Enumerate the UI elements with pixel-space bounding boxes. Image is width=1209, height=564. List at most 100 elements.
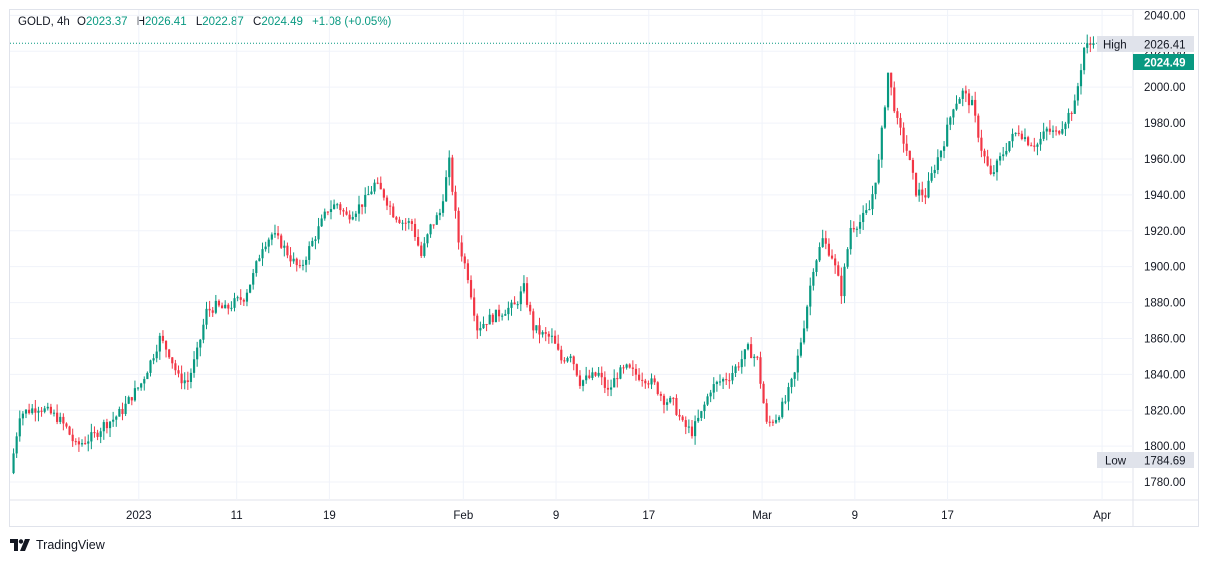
candle-body: [930, 173, 933, 181]
candle-body: [1051, 130, 1055, 132]
candle-body: [196, 347, 199, 360]
candle-body: [202, 324, 205, 340]
candle-body: [130, 397, 133, 401]
candle-body: [874, 182, 877, 195]
candle-body: [146, 372, 149, 380]
candle-body: [24, 409, 28, 414]
candle-body: [18, 418, 21, 437]
candle-body: [510, 302, 513, 308]
brand-name: TradingView: [36, 538, 105, 552]
candle-body: [918, 189, 921, 196]
candle-body: [989, 165, 992, 174]
candle-body: [946, 124, 949, 147]
candle-body: [252, 273, 255, 285]
candle-body: [641, 379, 644, 381]
candle-body: [924, 195, 927, 198]
candle-body: [96, 432, 99, 437]
brand-footer[interactable]: TradingView: [10, 538, 105, 552]
candle-body: [289, 255, 292, 262]
time-axis[interactable]: 2023 11 19 Feb 9 17 Mar 9 17 Apr: [126, 510, 1111, 522]
candle-body: [687, 426, 690, 428]
candle-body: [77, 441, 80, 445]
candle-body: [479, 328, 482, 331]
candle-body: [364, 194, 367, 207]
candle-body: [762, 383, 765, 404]
candle-body: [980, 137, 983, 151]
candle-body: [731, 373, 734, 381]
candle-body: [743, 349, 746, 360]
candle-body: [457, 210, 460, 243]
candle-body: [37, 410, 40, 413]
high-label: H: [136, 16, 146, 28]
candle-body: [1067, 112, 1070, 124]
price-tick-label: 1900.00: [1144, 262, 1186, 274]
candle-body: [395, 217, 398, 220]
candle-body: [880, 127, 883, 160]
candle-body: [71, 434, 74, 442]
candle-body: [507, 307, 510, 315]
candle-body: [497, 309, 501, 317]
candle-body: [31, 408, 34, 414]
candle-body: [513, 302, 516, 305]
candle-body: [501, 315, 504, 317]
candle-body: [1048, 128, 1051, 132]
candle-body: [49, 406, 52, 414]
candle-body: [890, 72, 893, 88]
candle-body: [1073, 100, 1076, 114]
candle-body: [796, 355, 799, 373]
candle-body: [342, 210, 345, 212]
candle-body: [211, 310, 214, 313]
candle-body: [108, 421, 112, 429]
candle-body: [469, 280, 473, 298]
candle-body: [192, 359, 196, 373]
candle-body: [746, 344, 750, 350]
candle-body: [233, 298, 236, 308]
candle-body: [161, 335, 165, 341]
price-tick-label: 2040.00: [1144, 10, 1186, 22]
candle-body: [158, 335, 161, 352]
candle-body: [118, 408, 121, 417]
candle-body: [264, 246, 267, 250]
candle-body: [476, 315, 479, 331]
time-tick-label: 17: [642, 510, 655, 522]
candle-body: [737, 366, 740, 368]
candle-body: [245, 292, 249, 302]
candle-body: [877, 159, 880, 183]
candle-body: [155, 351, 158, 359]
candle-body: [631, 367, 634, 369]
candle-body: [448, 157, 451, 178]
candle-body: [217, 300, 221, 306]
change-value: +1.08 (+0.05%): [312, 16, 392, 28]
candle-body: [700, 411, 703, 418]
candle-body: [862, 212, 865, 223]
candle-body: [441, 201, 445, 213]
candle-body: [52, 412, 56, 414]
candle-body: [840, 275, 843, 297]
candle-body: [628, 364, 631, 368]
time-tick-label: Apr: [1093, 510, 1111, 522]
candle-body: [781, 401, 784, 418]
candle-body: [292, 258, 295, 262]
candle-body: [983, 150, 986, 157]
candle-body: [1023, 137, 1027, 140]
candle-body: [435, 215, 438, 225]
candle-body: [320, 218, 323, 227]
candle-body: [750, 344, 753, 359]
price-axis[interactable]: 1780.00 1800.00 1820.00 1840.00 1860.00 1880.…: [1144, 10, 1186, 489]
candle-body: [1092, 43, 1095, 45]
candle-body: [152, 358, 155, 361]
candle-body: [970, 99, 974, 106]
candle-body: [703, 404, 706, 412]
candle-body: [722, 379, 725, 382]
candle-body: [99, 431, 102, 437]
candle-body: [102, 422, 105, 432]
candle-body: [1079, 70, 1083, 87]
time-tick-label: 2023: [126, 510, 152, 522]
candle-body: [460, 242, 463, 257]
candle-body: [208, 308, 211, 311]
candle-body: [921, 189, 924, 196]
candle-body: [706, 396, 709, 405]
candle-body: [398, 219, 401, 223]
candle-body: [410, 221, 413, 224]
